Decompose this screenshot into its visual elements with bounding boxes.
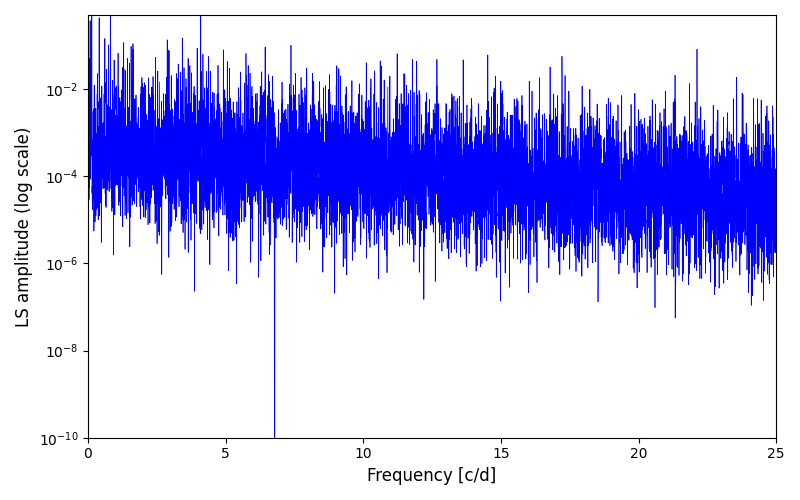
Y-axis label: LS amplitude (log scale): LS amplitude (log scale) xyxy=(15,126,33,326)
X-axis label: Frequency [c/d]: Frequency [c/d] xyxy=(367,467,497,485)
